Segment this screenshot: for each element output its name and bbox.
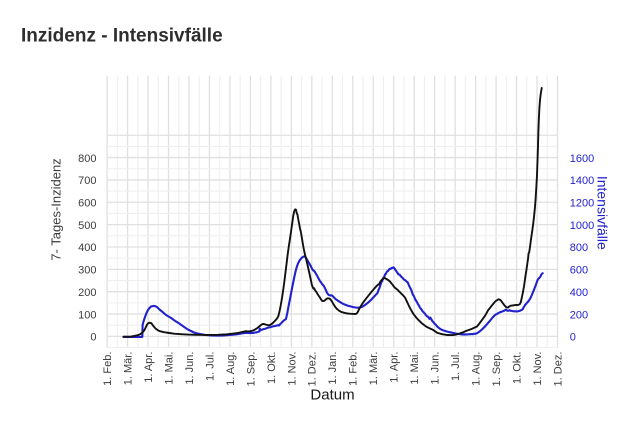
svg-text:0: 0	[570, 332, 576, 344]
svg-text:1. Jul.: 1. Jul.	[204, 352, 216, 381]
svg-text:Datum: Datum	[310, 387, 354, 404]
svg-text:700: 700	[78, 175, 96, 187]
svg-text:1600: 1600	[570, 153, 594, 165]
svg-text:1. Jun.: 1. Jun.	[184, 352, 196, 385]
svg-text:300: 300	[78, 265, 96, 277]
svg-text:1. Apr.: 1. Apr.	[389, 352, 401, 383]
svg-text:1. Jul.: 1. Jul.	[450, 352, 462, 381]
svg-text:1. Nov.: 1. Nov.	[286, 352, 298, 386]
svg-text:1. Aug.: 1. Aug.	[225, 352, 237, 386]
svg-text:1200: 1200	[570, 197, 594, 209]
svg-text:200: 200	[78, 287, 96, 299]
svg-text:0: 0	[90, 332, 96, 344]
svg-text:400: 400	[570, 287, 588, 299]
svg-text:1. Sep.: 1. Sep.	[245, 352, 257, 387]
svg-text:600: 600	[78, 197, 96, 209]
svg-text:600: 600	[570, 265, 588, 277]
svg-text:200: 200	[570, 309, 588, 321]
svg-text:7- Tages-Inzidenz: 7- Tages-Inzidenz	[49, 158, 64, 260]
svg-text:1. Sep.: 1. Sep.	[491, 352, 503, 387]
svg-text:1. Dez.: 1. Dez.	[307, 352, 319, 387]
svg-text:800: 800	[570, 242, 588, 254]
svg-text:1. Jun.: 1. Jun.	[430, 352, 442, 385]
svg-text:1400: 1400	[570, 175, 594, 187]
svg-text:1. Feb.: 1. Feb.	[102, 352, 114, 386]
svg-text:800: 800	[78, 153, 96, 165]
svg-text:400: 400	[78, 242, 96, 254]
svg-text:1. Mär.: 1. Mär.	[368, 352, 380, 386]
svg-text:1. Nov.: 1. Nov.	[532, 352, 544, 386]
svg-text:500: 500	[78, 220, 96, 232]
svg-text:Intensivfälle: Intensivfälle	[595, 176, 611, 250]
svg-text:1. Apr.: 1. Apr.	[143, 352, 155, 383]
svg-text:1. Okt.: 1. Okt.	[511, 352, 523, 384]
svg-text:Inzidenz - Intensivfälle: Inzidenz - Intensivfälle	[21, 26, 223, 47]
svg-text:1. Mai.: 1. Mai.	[409, 352, 421, 385]
svg-text:1000: 1000	[570, 220, 594, 232]
svg-text:1. Mai.: 1. Mai.	[163, 352, 175, 385]
svg-text:1. Okt.: 1. Okt.	[266, 352, 278, 384]
svg-text:1. Dez.: 1. Dez.	[552, 352, 564, 387]
svg-text:1. Jan.: 1. Jan.	[327, 352, 339, 385]
svg-text:1. Mär.: 1. Mär.	[122, 352, 134, 386]
svg-text:1. Feb.: 1. Feb.	[348, 352, 360, 386]
svg-text:100: 100	[78, 309, 96, 321]
svg-text:1. Aug.: 1. Aug.	[471, 352, 483, 386]
